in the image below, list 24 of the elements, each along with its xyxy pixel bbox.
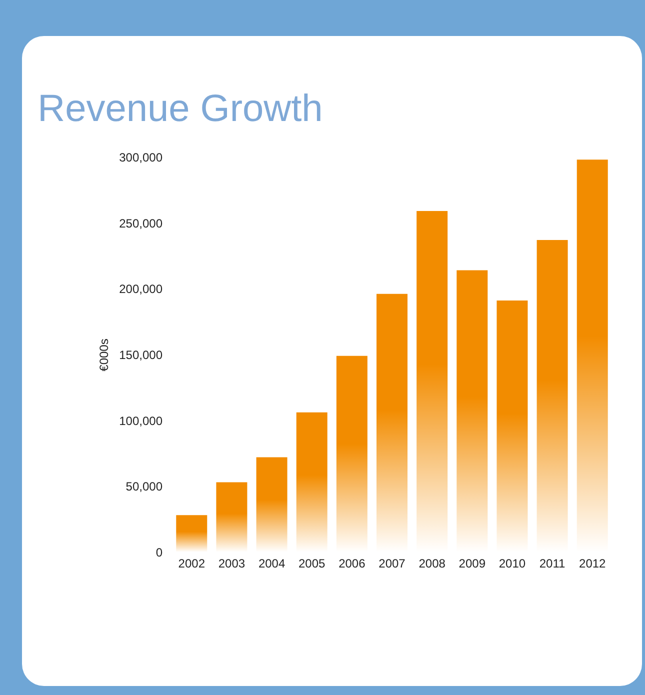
bar	[176, 515, 208, 552]
x-tick-label: 2006	[338, 556, 366, 570]
x-tick-label: 2004	[258, 556, 286, 570]
y-tick-label: 100,000	[119, 414, 163, 428]
y-tick-label: 0	[156, 546, 163, 560]
bar	[296, 412, 328, 552]
chart-title: Revenue Growth	[38, 88, 323, 130]
x-tick-label: 2011	[539, 556, 566, 570]
bar	[256, 457, 288, 552]
x-tick-label: 2005	[298, 556, 326, 570]
x-tick-label: 2012	[579, 556, 606, 570]
y-tick-label: 200,000	[119, 282, 163, 296]
y-axis-title: €000s	[97, 338, 112, 372]
y-tick-label: 150,000	[119, 348, 163, 362]
x-tick-label: 2002	[178, 556, 206, 570]
x-tick-label: 2003	[218, 556, 246, 570]
y-tick-label: 250,000	[119, 216, 163, 230]
y-tick-label: 50,000	[126, 480, 163, 494]
bar	[216, 482, 248, 552]
x-tick-label: 2007	[378, 556, 406, 570]
x-tick-label: 2009	[458, 556, 486, 570]
x-tick-label: 2008	[418, 556, 446, 570]
y-tick-label: 300,000	[119, 150, 163, 164]
x-tick-label: 2010	[498, 556, 526, 570]
